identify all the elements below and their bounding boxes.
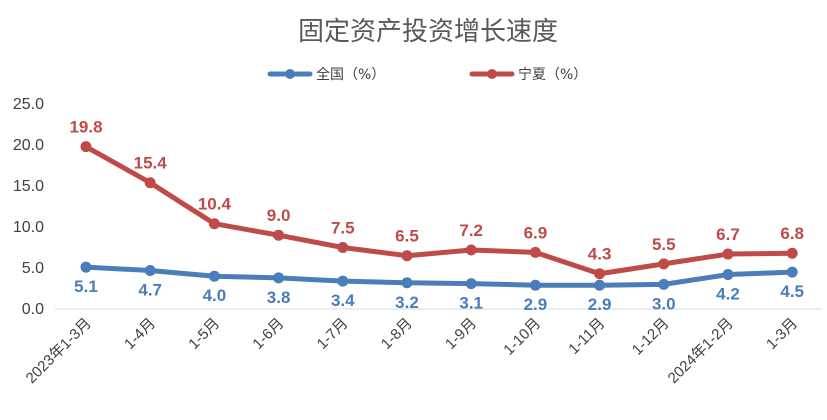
x-tick-label: 1-12月: [629, 315, 673, 359]
data-point: [722, 248, 734, 260]
series-line-0: [83, 264, 795, 288]
x-tick-label: 1-3月: [763, 315, 801, 353]
y-tick-label: 15.0: [13, 178, 44, 195]
y-tick-label: 10.0: [13, 219, 44, 236]
data-label: 3.8: [267, 288, 291, 307]
data-label: 4.2: [716, 285, 740, 304]
data-point: [401, 250, 413, 262]
data-point: [208, 218, 220, 230]
data-label: 3.0: [652, 294, 676, 313]
data-label: 2.9: [588, 295, 612, 314]
data-point: [658, 278, 670, 290]
x-axis: 2023年1-3月 1-4月 1-5月 1-6月 1-7月 1-8月 1-9月 1-10月 1-…: [23, 308, 822, 387]
data-label: 4.7: [138, 280, 162, 299]
data-label: 19.8: [69, 118, 102, 137]
data-point: [529, 246, 541, 258]
data-point: [594, 279, 606, 291]
data-label: 3.2: [395, 293, 419, 312]
chart-title: 固定资产投资增长速度: [298, 17, 558, 47]
data-point: [465, 278, 477, 290]
data-label: 6.9: [524, 223, 548, 242]
data-point: [786, 266, 798, 278]
y-tick-label: 20.0: [13, 137, 44, 154]
data-point: [401, 277, 413, 289]
data-point: [722, 269, 734, 281]
data-point: [465, 244, 477, 256]
data-point: [658, 258, 670, 270]
data-label: 3.1: [459, 294, 483, 313]
data-label: 4.5: [780, 282, 804, 301]
data-label: 5.1: [74, 277, 98, 296]
data-label: 4.3: [588, 245, 612, 264]
data-point: [80, 141, 92, 153]
legend-marker-0: [285, 69, 295, 79]
data-label: 10.4: [198, 195, 232, 214]
data-label: 6.5: [395, 227, 419, 246]
data-point: [337, 242, 349, 253]
data-label: 6.8: [780, 224, 804, 243]
x-tick-label: 1-7月: [314, 315, 352, 353]
legend-label-0: 全国（%）: [316, 66, 385, 83]
data-point: [208, 270, 220, 282]
x-tick-label: 1-11月: [565, 315, 608, 358]
data-point: [144, 264, 156, 276]
x-tick-label: 1-8月: [378, 315, 416, 353]
data-point: [80, 261, 92, 273]
data-label: 4.0: [203, 286, 227, 305]
data-point: [786, 247, 798, 259]
data-point: [529, 279, 541, 291]
y-axis: 0.0 5.0 10.0 15.0 20.0 25.0: [13, 96, 44, 318]
y-tick-label: 5.0: [22, 260, 44, 277]
y-tick-label: 0.0: [22, 301, 44, 318]
x-tick-label: 2023年1-3月: [23, 315, 95, 387]
series-line-1: [83, 144, 795, 277]
data-label: 7.2: [459, 221, 483, 240]
data-label: 5.5: [652, 235, 676, 254]
data-point: [273, 272, 285, 284]
x-tick-label: 1-10月: [500, 315, 544, 359]
legend-label-1: 宁夏（%）: [518, 66, 587, 83]
data-label: 7.5: [331, 219, 355, 238]
series-layer: [80, 141, 798, 291]
data-label: 2.9: [524, 295, 548, 314]
data-label-layer: 5.1 4.7 4.0 3.8 3.4 3.2 3.1 2.9 2.9 3.0 4.2 4.5 19.8…: [69, 118, 804, 315]
x-tick-label: 1-5月: [185, 315, 223, 353]
data-label: 3.4: [331, 291, 355, 310]
x-tick-label: 1-9月: [442, 315, 480, 353]
x-tick-label: 1-6月: [249, 315, 287, 353]
data-point: [594, 268, 606, 280]
data-point: [144, 177, 156, 189]
legend-marker-1: [487, 69, 497, 79]
y-tick-label: 25.0: [13, 96, 44, 113]
x-tick-label: 1-4月: [121, 315, 159, 353]
legend: 全国（%） 宁夏（%）: [267, 66, 587, 83]
data-label: 15.4: [134, 154, 168, 173]
data-point: [273, 229, 285, 241]
data-label: 9.0: [267, 206, 291, 225]
x-tick-label: 2024年1-2月: [665, 315, 737, 387]
data-point: [337, 275, 349, 287]
data-label: 6.7: [716, 225, 740, 244]
